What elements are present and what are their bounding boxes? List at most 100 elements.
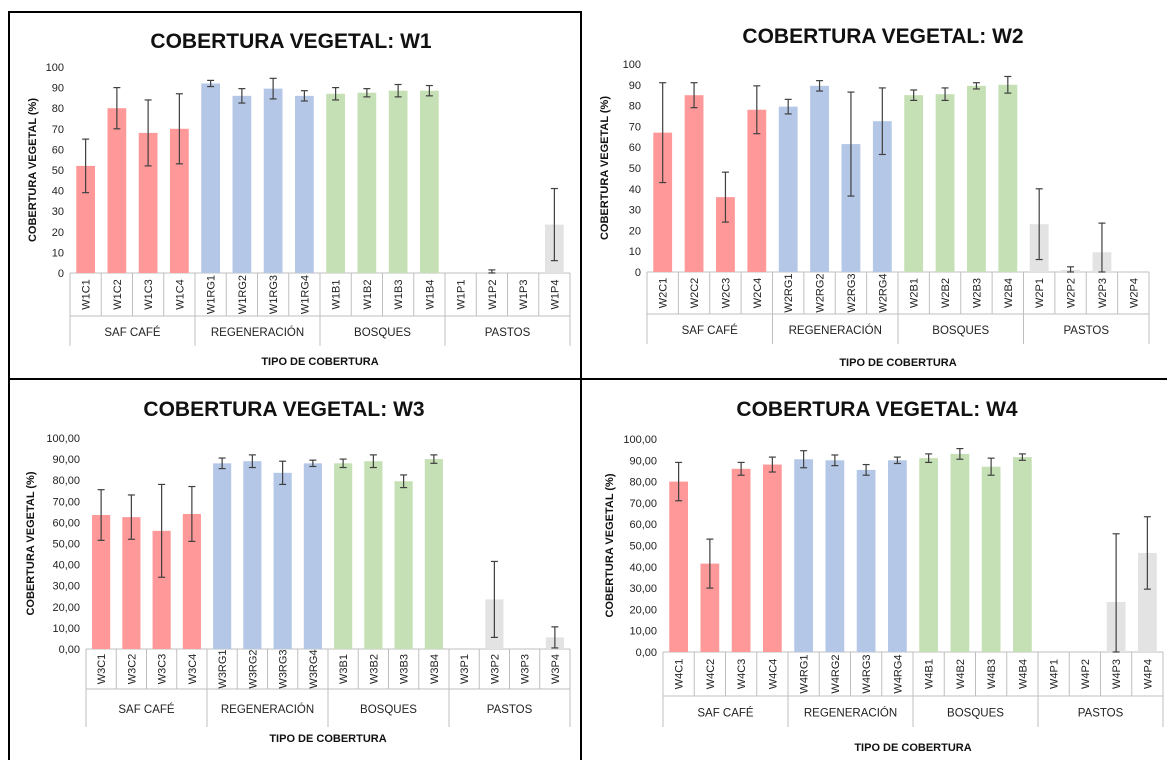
group-label: REGENERACIÓN <box>804 707 897 720</box>
chart-panel-w3: COBERTURA VEGETAL: W3 COBERTURA VEGETAL (… <box>0 381 582 760</box>
category-label: W2C2 <box>689 278 701 309</box>
chart-panel-w4: COBERTURA VEGETAL: W4 COBERTURA VEGETAL (… <box>583 381 1167 760</box>
bar <box>295 95 314 273</box>
category-label: W2RG3 <box>846 273 858 312</box>
y-tick-label: 0 <box>635 267 641 279</box>
bar <box>326 93 345 273</box>
group-label: BOSQUES <box>947 708 1004 720</box>
bar <box>763 464 782 652</box>
y-tick-label: 100,00 <box>623 434 657 446</box>
group-label: PASTOS <box>1078 708 1124 720</box>
bar <box>122 517 141 649</box>
category-label: W1C4 <box>174 279 186 310</box>
category-label: W4P4 <box>1142 659 1154 689</box>
y-tick-label: 20,00 <box>52 602 80 614</box>
bar <box>388 90 408 273</box>
category-label: W3B3 <box>399 654 411 684</box>
y-tick-label: 50,00 <box>52 539 80 551</box>
bar <box>981 466 1001 652</box>
category-label: W2RG4 <box>877 273 889 312</box>
bar <box>420 90 439 273</box>
y-tick-label: 40 <box>52 186 64 198</box>
bar <box>182 513 201 649</box>
y-tick-label: 100 <box>623 59 641 71</box>
category-label: W1P3 <box>518 280 530 310</box>
y-tick-label: 70,00 <box>629 498 657 510</box>
frame-top-left <box>8 11 582 13</box>
chart-title: COBERTURA VEGETAL: W2 <box>742 25 1023 48</box>
y-tick-label: 40,00 <box>52 560 80 572</box>
bar <box>334 463 353 649</box>
category-label: W4B4 <box>1017 659 1029 689</box>
group-label: SAF CAFÉ <box>118 703 175 716</box>
category-label: W1B1 <box>331 280 343 310</box>
bar <box>967 85 986 272</box>
category-label: W4B1 <box>924 659 936 689</box>
category-label: W2C1 <box>658 278 670 309</box>
bar <box>201 83 220 273</box>
category-label: W3C3 <box>157 654 169 685</box>
y-tick-label: 90,00 <box>52 454 80 466</box>
y-tick-label: 50,00 <box>629 541 657 553</box>
category-label: W3P4 <box>550 654 562 684</box>
bar <box>107 108 127 273</box>
category-label: W1C3 <box>143 279 155 310</box>
category-label: W4C2 <box>705 659 717 690</box>
y-tick-label: 0 <box>58 268 64 280</box>
bar <box>170 128 189 273</box>
bar-chart-w2: COBERTURA VEGETAL: W2 COBERTURA VEGETAL (… <box>599 25 1150 369</box>
category-label: W4P3 <box>1111 659 1123 689</box>
y-axis-title: COBERTURA VEGETAL (%) <box>599 96 611 240</box>
category-label: W3C2 <box>126 654 138 685</box>
bar-chart-w1: COBERTURA VEGETAL: W1 COBERTURA VEGETAL (… <box>27 30 571 368</box>
y-tick-label: 50 <box>629 163 641 175</box>
y-tick-label: 100 <box>46 62 64 74</box>
bar <box>778 106 798 272</box>
category-label: W1RG3 <box>268 275 280 314</box>
bar <box>232 95 252 273</box>
y-tick-label: 0,00 <box>59 644 80 656</box>
bar-chart-w3: COBERTURA VEGETAL: W3 COBERTURA VEGETAL (… <box>25 398 571 745</box>
category-label: W1RG1 <box>206 275 218 314</box>
bar <box>424 459 443 649</box>
bar <box>303 463 322 649</box>
group-label: REGENERACIÓN <box>211 326 304 339</box>
bar <box>1138 552 1157 652</box>
bar <box>669 481 688 652</box>
category-label: W3P2 <box>489 654 501 684</box>
bar <box>364 461 383 649</box>
bar <box>810 85 829 272</box>
y-tick-label: 20 <box>629 225 641 237</box>
group-label: PASTOS <box>485 327 531 339</box>
y-tick-label: 90,00 <box>629 455 657 467</box>
bar <box>684 95 704 272</box>
bar <box>872 121 892 272</box>
bar <box>653 132 673 272</box>
category-label: W3C4 <box>187 654 199 685</box>
y-tick-label: 80,00 <box>629 477 657 489</box>
category-label: W2RG2 <box>815 273 827 312</box>
category-label: W3RG3 <box>278 649 290 688</box>
y-tick-label: 30,00 <box>629 583 657 595</box>
category-label: W2B1 <box>909 278 921 308</box>
category-label: W2RG1 <box>783 273 795 312</box>
category-label: W2P2 <box>1066 278 1078 308</box>
category-label: W2B4 <box>1003 278 1015 308</box>
bar <box>856 469 876 652</box>
chart-panel-w2: COBERTURA VEGETAL: W2 COBERTURA VEGETAL (… <box>583 0 1167 380</box>
bar <box>935 94 955 272</box>
y-tick-label: 60 <box>52 144 64 156</box>
y-axis-title: COBERTURA VEGETAL (%) <box>27 98 39 242</box>
category-label: W4RG4 <box>892 654 904 693</box>
y-tick-label: 70 <box>629 121 641 133</box>
y-tick-label: 90 <box>52 83 64 95</box>
chart-title: COBERTURA VEGETAL: W4 <box>736 398 1017 421</box>
category-label: W4C4 <box>767 659 779 690</box>
bar <box>950 453 970 652</box>
y-axis-title: COBERTURA VEGETAL (%) <box>25 471 37 615</box>
bar <box>998 84 1018 272</box>
bar <box>716 197 735 272</box>
chart-title: COBERTURA VEGETAL: W3 <box>143 398 424 421</box>
category-label: W1C1 <box>81 279 93 310</box>
bar <box>273 472 292 649</box>
